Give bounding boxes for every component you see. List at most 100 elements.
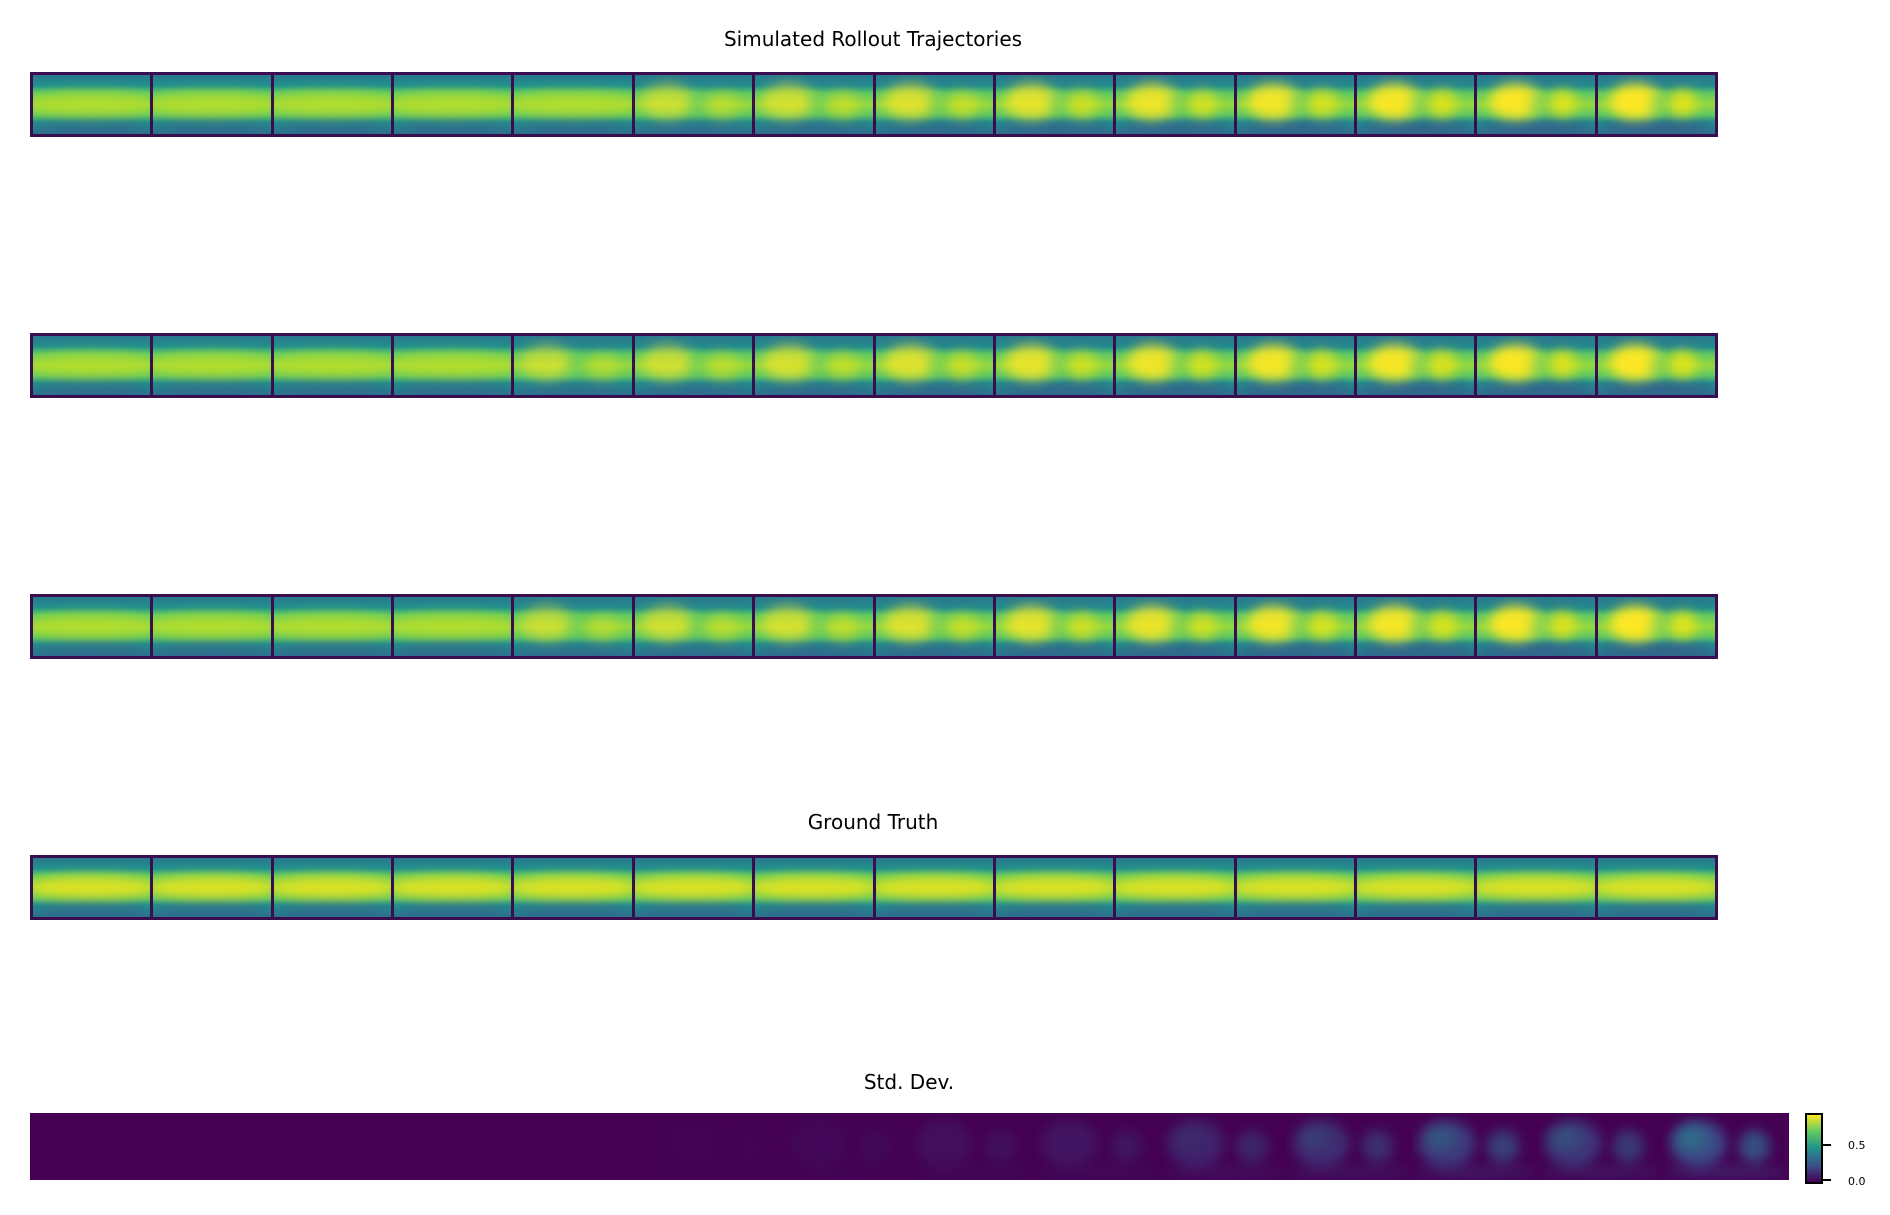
heatmap-frame (1116, 75, 1237, 134)
heatmap-frame (1477, 336, 1598, 395)
heat-blob (1597, 643, 1716, 655)
heat-blob (883, 605, 937, 642)
heat-blob (1597, 336, 1716, 347)
std-dev-frame (30, 1113, 156, 1180)
rollout-strip-3 (30, 594, 1718, 659)
heat-blob (394, 353, 512, 378)
heat-blob (928, 92, 946, 117)
heat-blob (273, 92, 392, 117)
heatmap-frame (1597, 75, 1716, 134)
heat-blob (1477, 382, 1595, 394)
heat-blob (1186, 90, 1218, 118)
heat-blob (755, 382, 873, 394)
heat-blob (394, 875, 512, 900)
heat-blob (514, 875, 632, 900)
heat-blob (153, 614, 271, 639)
heat-blob (1597, 597, 1716, 608)
colorbar-label-0-0: 0.0 (1848, 1175, 1866, 1188)
heat-blob (33, 92, 151, 117)
title-rollouts: Simulated Rollout Trajectories (723, 27, 1023, 51)
heat-blob (1613, 1129, 1645, 1164)
heat-blob (883, 83, 937, 120)
heat-blob (1547, 350, 1578, 378)
heatmap-frame (33, 75, 154, 134)
heat-blob (875, 75, 993, 86)
std-dev-frame (1412, 1113, 1538, 1180)
heat-blob (1409, 614, 1428, 639)
heat-blob (762, 83, 816, 120)
heat-blob (1597, 904, 1716, 915)
heatmap-frame (1597, 597, 1716, 656)
std-dev-frame (281, 1113, 407, 1180)
heat-blob (1169, 92, 1187, 117)
heat-blob (1066, 91, 1099, 118)
heat-blob (1427, 612, 1458, 639)
heat-blob (755, 121, 873, 133)
heatmap-frame (394, 858, 515, 917)
heat-blob (755, 875, 873, 900)
heatmap-frame (33, 597, 154, 656)
heat-blob (1597, 382, 1716, 394)
heat-blob (859, 1129, 891, 1164)
heat-blob (1116, 121, 1234, 133)
heat-blob (995, 336, 1114, 347)
heat-blob (755, 643, 873, 655)
heat-blob (514, 336, 632, 347)
heat-blob (755, 336, 873, 347)
heat-blob (807, 353, 826, 378)
heat-blob (1477, 121, 1595, 133)
heat-blob (1035, 1166, 1161, 1177)
heatmap-frame (514, 336, 635, 395)
heat-blob (1361, 1129, 1394, 1164)
heat-blob (153, 875, 271, 900)
heat-blob (1236, 1129, 1268, 1164)
colorbar-tick-0-5 (1821, 1144, 1831, 1146)
heat-blob (928, 353, 946, 378)
heat-blob (394, 904, 512, 915)
heat-blob (1169, 614, 1187, 639)
heat-blob (687, 92, 706, 117)
heat-blob (1307, 351, 1338, 378)
heat-blob (1356, 875, 1475, 900)
heat-blob (33, 904, 151, 915)
heat-blob (1597, 75, 1716, 86)
heat-blob (634, 121, 753, 133)
heat-blob (273, 904, 392, 915)
heat-blob (1048, 353, 1067, 378)
heat-blob (1167, 1119, 1224, 1167)
heat-blob (273, 614, 392, 639)
heatmap-frame (875, 597, 996, 656)
heat-blob (658, 1167, 784, 1177)
heat-blob (641, 605, 695, 642)
heat-blob (884, 344, 937, 381)
heat-blob (1668, 611, 1698, 639)
heatmap-frame (755, 597, 876, 656)
heat-blob (1477, 875, 1595, 900)
heatmap-frame (1116, 597, 1237, 656)
heat-blob (1356, 75, 1475, 86)
heat-blob (1186, 612, 1219, 640)
heat-blob (1409, 353, 1428, 378)
heat-blob (762, 344, 816, 381)
heat-blob (1597, 875, 1716, 900)
heat-blob (807, 92, 826, 117)
heat-blob (520, 605, 574, 642)
heatmap-frame (995, 858, 1117, 917)
std-dev-frame (533, 1113, 659, 1180)
heat-blob (514, 643, 632, 655)
heat-blob (1477, 75, 1595, 86)
heat-blob (755, 904, 873, 915)
heat-blob (273, 875, 392, 900)
heat-blob (33, 643, 151, 654)
heat-blob (153, 643, 271, 654)
heat-blob (1356, 382, 1475, 394)
heat-blob (33, 353, 151, 378)
heat-blob (1236, 597, 1354, 608)
heat-blob (33, 121, 151, 132)
heatmap-frame (755, 75, 876, 134)
heatmap-frame (995, 597, 1117, 656)
colorbar-tick-0-0 (1821, 1179, 1831, 1181)
heatmap-frame (755, 858, 876, 917)
heatmap-frame (1597, 336, 1716, 395)
heat-blob (1668, 89, 1698, 117)
